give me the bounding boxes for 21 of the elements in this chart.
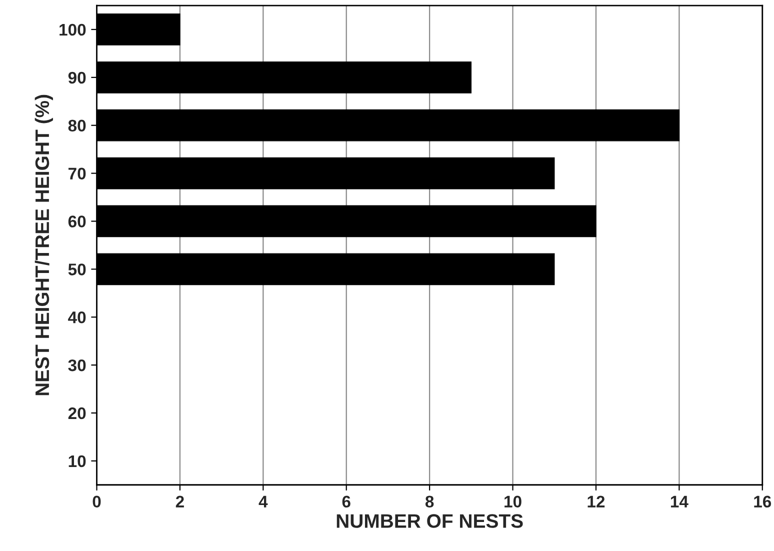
x-tick-label: 8 [425, 496, 434, 508]
y-tick-label: 30 [68, 359, 86, 372]
y-tick-label: 100 [60, 24, 86, 36]
y-axis-title: NEST HEIGHT/TREE HEIGHT (%) [34, 94, 53, 396]
x-tick-label: 10 [504, 496, 522, 508]
x-tick-label: 4 [258, 496, 268, 508]
x-tick-label: 0 [92, 496, 101, 508]
y-tick-label: 20 [68, 407, 86, 420]
x-tick-label: 16 [754, 496, 772, 508]
y-tick-label: 10 [68, 455, 86, 468]
y-tick-label: 60 [68, 216, 86, 228]
x-tick-label: 14 [670, 496, 688, 508]
x-tick-label: 6 [342, 496, 350, 508]
x-tick-label: 2 [176, 496, 184, 508]
x-axis-title: NUMBER OF NESTS [336, 514, 523, 528]
y-tick-label: 40 [68, 312, 86, 324]
x-tick-label: 12 [588, 496, 605, 508]
y-tick-label: 80 [68, 120, 86, 132]
y-tick-label: 50 [68, 264, 86, 276]
y-tick-label: 70 [68, 168, 86, 180]
y-tick-label: 90 [68, 72, 86, 84]
